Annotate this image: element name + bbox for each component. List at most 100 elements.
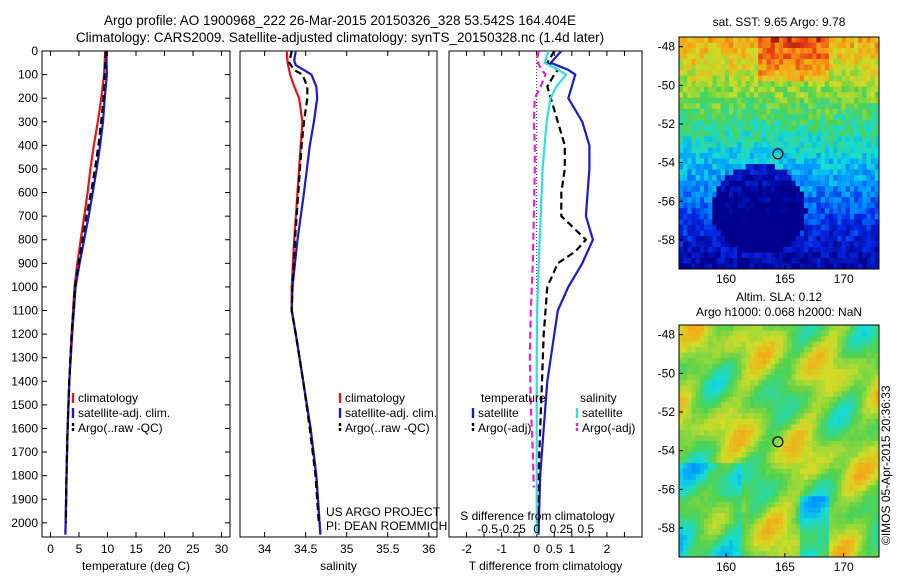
p-sla-cell	[866, 452, 872, 459]
p-sla-cell	[870, 545, 876, 552]
p-sst-cell	[791, 59, 797, 66]
p-sst-cell	[708, 208, 713, 215]
p-sla-cell	[791, 336, 797, 343]
p-sst-cell	[683, 97, 688, 104]
p-sla-cell	[820, 407, 826, 414]
p-sla-cell	[733, 523, 738, 530]
p-sst-cell	[704, 119, 709, 126]
p-sst-cell	[874, 59, 880, 66]
p-sst-cell	[837, 130, 842, 137]
p-sst-cell	[862, 197, 867, 204]
p-sla-cell	[820, 336, 826, 343]
p-sla-cell	[724, 518, 730, 525]
p-sla-cell	[849, 468, 855, 475]
p-sla-cell	[816, 330, 822, 337]
salinity-legend-label-1: satellite-adj. clim.	[345, 406, 437, 420]
p-sla-cell	[766, 518, 772, 525]
p-sla-cell	[724, 468, 730, 475]
p-sst-cell	[799, 213, 805, 220]
p-sla-cell	[783, 551, 788, 558]
p-sst-cell	[783, 103, 788, 110]
p-sst-cell	[820, 108, 826, 115]
p-sla-cell	[791, 369, 797, 376]
p-sst-cell	[691, 108, 697, 115]
p-sst-cell	[858, 37, 863, 44]
p-sst-cell	[870, 208, 876, 215]
p-sst-cell	[749, 202, 755, 209]
p-sst-cell	[787, 42, 792, 49]
p-sst-cell	[741, 153, 747, 160]
p-sla-cell	[737, 545, 742, 552]
p-sla-cell	[820, 540, 826, 547]
p-sla-cell	[804, 485, 809, 492]
p-sla-cell	[858, 407, 863, 414]
p-sla-cell	[783, 396, 788, 403]
p-sla-cell	[699, 501, 705, 508]
p-sla-cell	[866, 474, 872, 481]
p-sst-cell	[858, 191, 863, 198]
p-sst-cell	[720, 97, 726, 104]
p-sla-cell	[741, 391, 747, 398]
p-sla-cell	[683, 435, 688, 442]
p-sst-cell	[804, 202, 809, 209]
p-sst-cell	[749, 257, 755, 264]
p-sst-cell	[708, 141, 713, 148]
p-sla-cell	[687, 325, 692, 332]
p-sst-cell	[820, 246, 826, 253]
p-sla-cell	[858, 468, 863, 475]
p-sla-cell	[687, 407, 692, 414]
p-sla-cell	[724, 341, 730, 348]
p-sst-cell	[858, 97, 863, 104]
p-sla-cell	[854, 529, 859, 536]
p-sla-cell	[870, 374, 876, 381]
p-sst-cell	[841, 180, 847, 187]
p-sla-cell	[820, 534, 826, 541]
p-sla-cell	[858, 435, 863, 442]
p-sst-cell	[829, 235, 834, 242]
p-sla-cell	[716, 330, 722, 337]
p-sst-cell	[737, 147, 742, 154]
p-sst-cell	[870, 153, 876, 160]
p-sla-cell	[833, 441, 838, 448]
p-sla-cell	[837, 429, 842, 436]
p-sst-cell	[720, 213, 726, 220]
p-sst-cell	[774, 42, 780, 49]
p-sla-cell	[862, 336, 867, 343]
p-sla-cell	[845, 512, 851, 519]
p-sla-cell	[712, 474, 717, 481]
p-sla-cell	[795, 330, 801, 337]
p-sla-cell	[770, 512, 776, 519]
p-sla-cell	[762, 551, 767, 558]
p-sst-cell	[866, 230, 872, 237]
p-sst-cell	[762, 53, 767, 60]
p-sla-cell	[691, 545, 697, 552]
p-sst-cell	[691, 202, 697, 209]
p-sst-cell	[824, 153, 830, 160]
p-sla-cell	[695, 341, 701, 348]
p-sla-cell	[733, 435, 738, 442]
p-sla-cell	[720, 347, 726, 354]
p-sla-cell	[845, 385, 851, 392]
p-sla-cell	[754, 485, 759, 492]
p-sst-cell	[783, 224, 788, 231]
p-sst-cell	[699, 257, 705, 264]
p-sla-cell	[687, 496, 692, 503]
p-sla-cell	[729, 347, 734, 354]
p-sst-cell	[866, 114, 872, 121]
p-sla-cell	[720, 518, 726, 525]
p-sla-cell	[758, 518, 763, 525]
p-sla-cell	[820, 441, 826, 448]
p-sst-cell	[849, 92, 855, 99]
p-sla-cell	[679, 363, 684, 370]
p-sla-cell	[716, 429, 722, 436]
p-temperature-xtick-label: 10	[101, 542, 115, 556]
p-sla-cell	[716, 501, 722, 508]
p-sst-cell	[762, 119, 767, 126]
p-sla-cell	[874, 534, 880, 541]
p-sst-cell	[791, 37, 797, 44]
p-sst-cell	[733, 42, 738, 49]
p-sst-cell	[745, 53, 751, 60]
p-sst-cell	[687, 230, 692, 237]
p-sla-cell	[774, 507, 780, 514]
